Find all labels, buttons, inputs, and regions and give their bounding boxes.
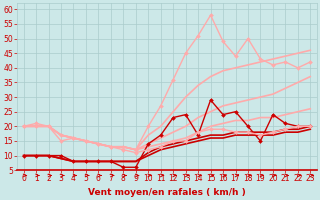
X-axis label: Vent moyen/en rafales ( km/h ): Vent moyen/en rafales ( km/h ): [88, 188, 246, 197]
